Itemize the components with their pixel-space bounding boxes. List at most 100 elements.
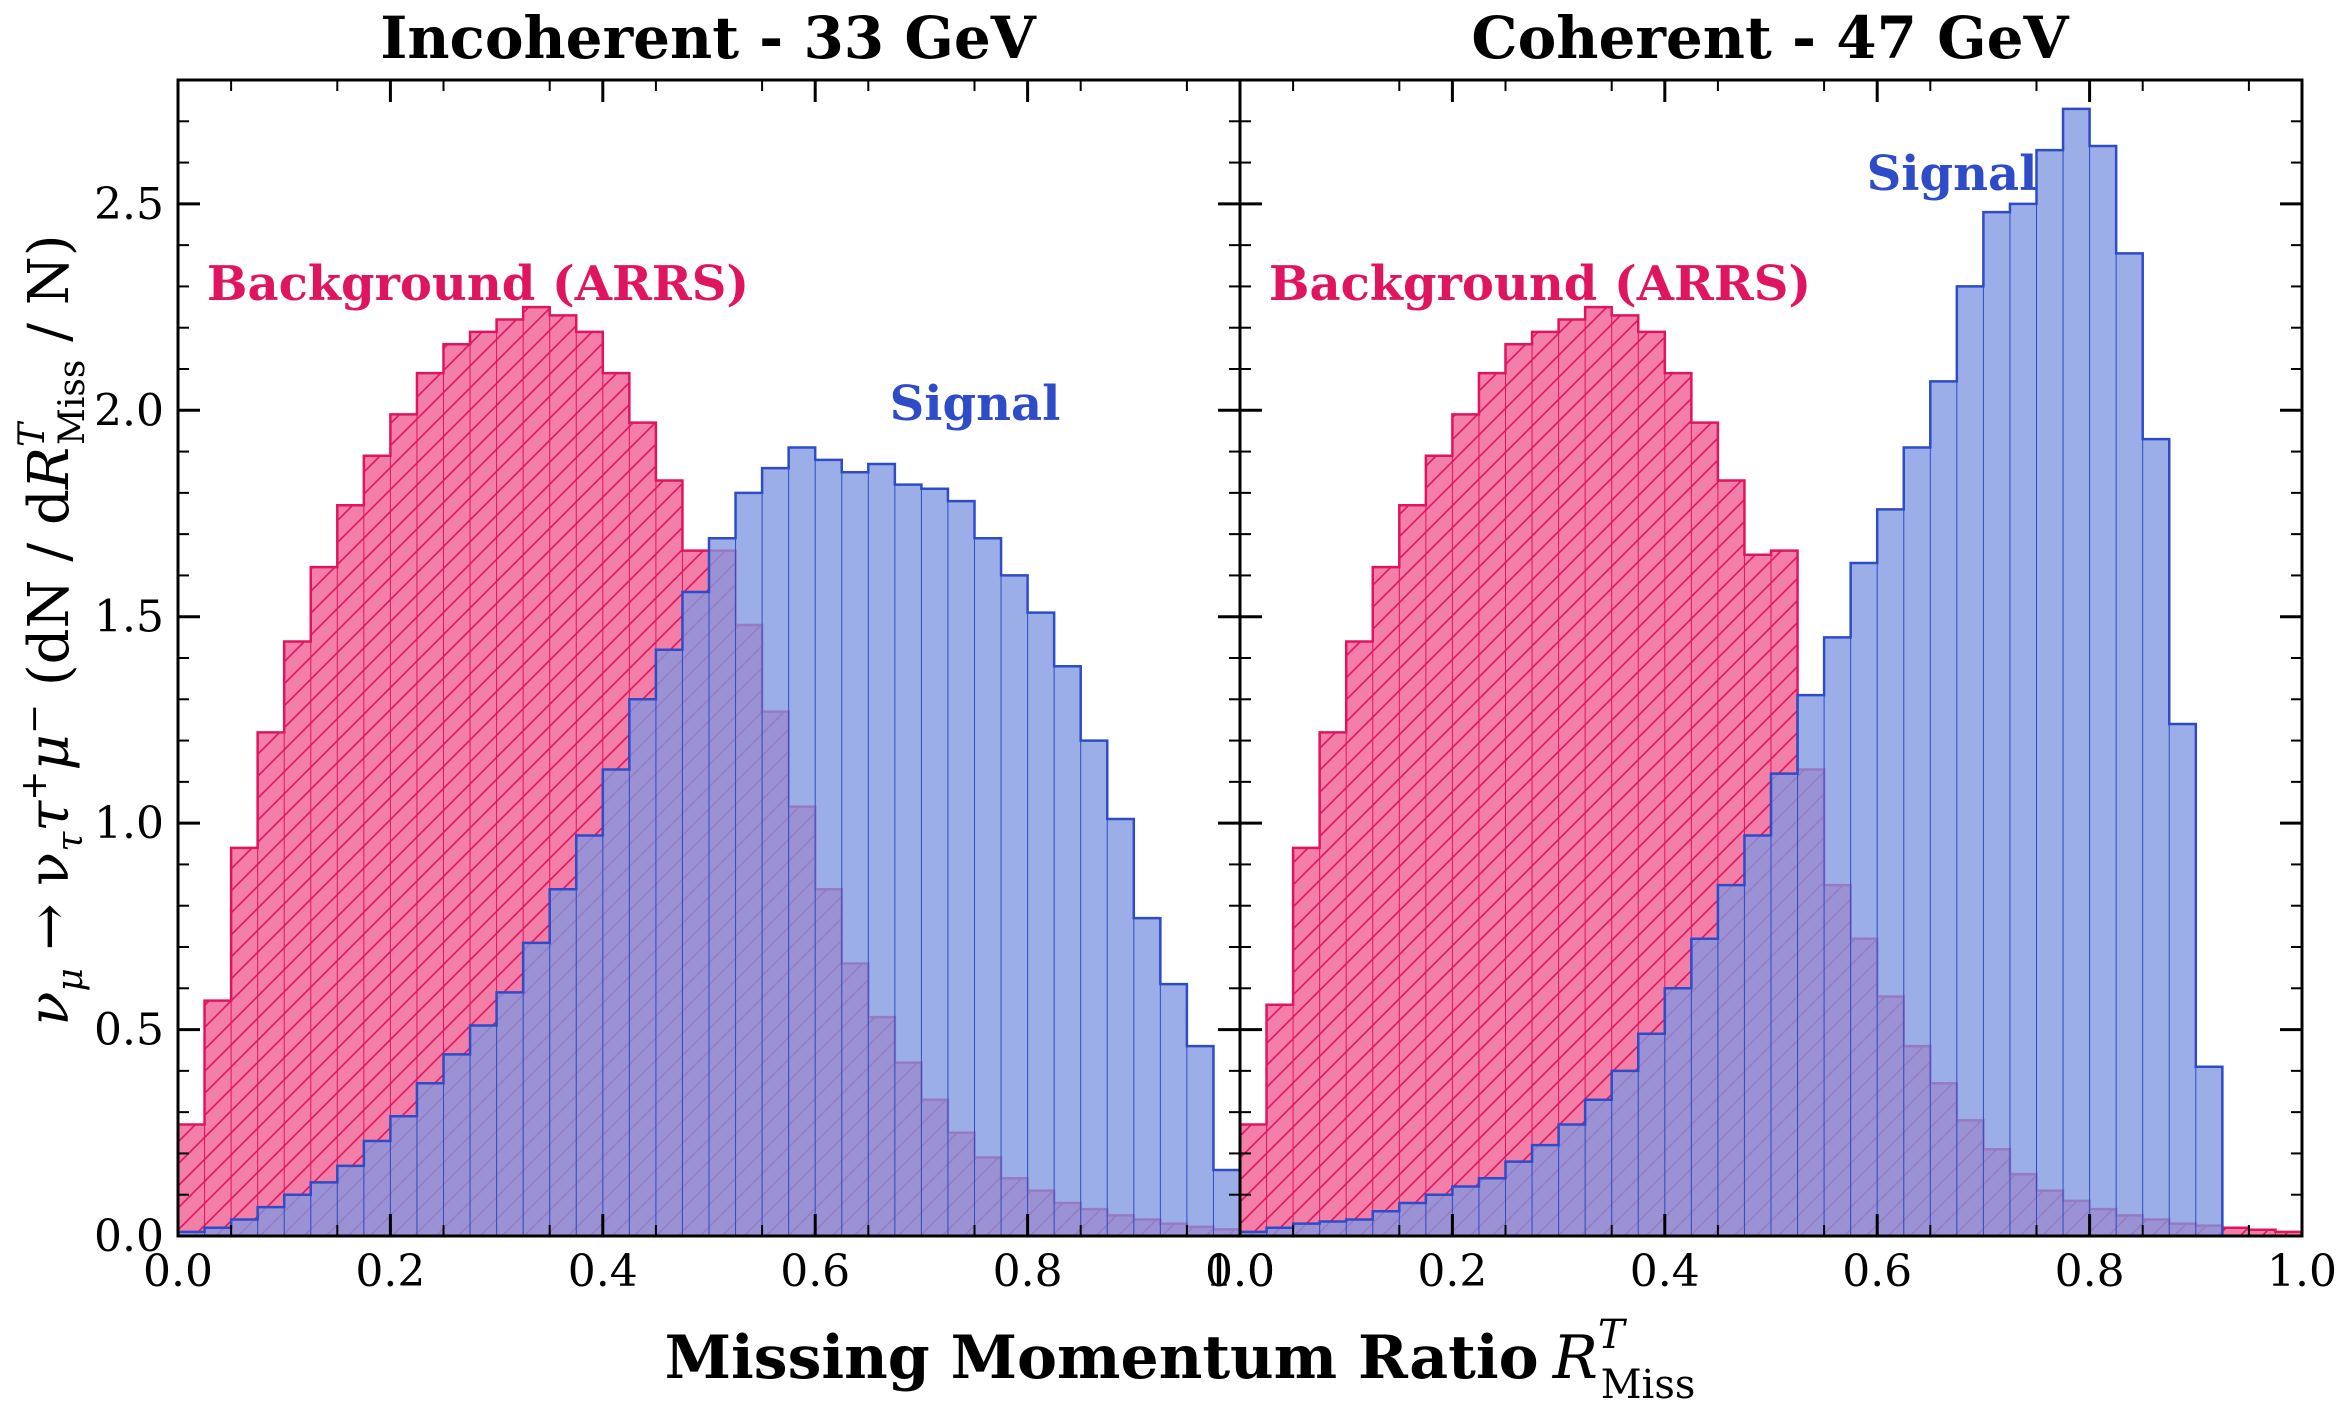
signal-bar <box>1425 1194 1453 1236</box>
panel-title-coherent: Coherent - 47 GeV <box>1471 4 2069 72</box>
signal-bar <box>841 472 869 1236</box>
signal-bar <box>974 538 1002 1236</box>
y-label-mu: μ <box>17 734 82 770</box>
y-label-close: / N) <box>17 234 82 359</box>
background-bar-hatch <box>2275 1231 2302 1236</box>
signal-bar <box>2116 253 2143 1236</box>
signal-bar <box>576 835 603 1236</box>
background-bar-hatch <box>310 567 338 1236</box>
signal-bar <box>1903 447 1931 1236</box>
background-bar-hatch <box>1293 847 1320 1236</box>
signal-bar <box>709 538 736 1236</box>
x-tick-label: 0.8 <box>2055 1246 2125 1297</box>
signal-bar <box>1850 563 1878 1236</box>
background-bar-hatch <box>231 847 258 1236</box>
signal-bar <box>1930 381 1957 1236</box>
background-bar-hatch <box>1240 1124 1267 1236</box>
signal-bar <box>2009 203 2037 1236</box>
x-tick-label: 0.4 <box>1630 1246 1700 1297</box>
signal-bar <box>1691 938 1718 1236</box>
background-bar-hatch <box>1319 732 1347 1236</box>
y-tick-label: 0.0 <box>94 1211 164 1262</box>
signal-outline <box>176 446 1242 1236</box>
series-label-background-coherent: Background (ARRS) <box>1269 256 1811 312</box>
signal-bar <box>1240 1231 1267 1236</box>
signal-bar <box>1186 1046 1214 1236</box>
background-bar-hatch <box>1346 641 1373 1236</box>
background-bar-hatch <box>1372 567 1400 1236</box>
signal-bar <box>1611 1070 1639 1236</box>
x-tick-label: 0.8 <box>993 1246 1063 1297</box>
signal-bar <box>363 1141 391 1236</box>
background-bar-hatch <box>1505 344 1533 1236</box>
x-tick-label: 1.0 <box>1205 1246 1275 1297</box>
signal-bar <box>894 484 922 1237</box>
signal-bar <box>2089 146 2117 1237</box>
y-tick-label: 1.5 <box>94 592 164 643</box>
background-bar-hatch <box>1452 414 1479 1236</box>
signal-bar <box>178 1231 205 1236</box>
signal-bar <box>1293 1223 1320 1236</box>
signal-outline <box>1238 107 2302 1238</box>
signal-bar <box>1213 1169 1240 1236</box>
y-label-open: (dN / d <box>17 489 82 704</box>
signal-bar <box>1744 835 1771 1236</box>
y-label-R-sup: T <box>12 420 53 447</box>
signal-bar <box>549 889 577 1236</box>
background-bar-hatch <box>204 1000 232 1236</box>
background-bar-hatch <box>337 505 364 1236</box>
signal-bar <box>2063 108 2090 1236</box>
signal-bar <box>1133 918 1161 1236</box>
y-tick-label: 0.5 <box>94 1005 164 1056</box>
background-bar-hatch <box>1399 505 1426 1236</box>
background-bar-hatch <box>284 641 311 1236</box>
signal-bar <box>1399 1202 1426 1236</box>
x-label-sub: Miss <box>1601 1362 1696 1408</box>
background-bar-hatch <box>363 455 391 1236</box>
signal-bar <box>443 1054 471 1236</box>
signal-bar <box>629 699 656 1236</box>
background-bar-hatch <box>1532 331 1559 1236</box>
series-label-background-incoherent: Background (ARRS) <box>207 256 749 312</box>
signal-bar <box>1797 695 1825 1236</box>
signal-bar <box>390 1116 417 1236</box>
signal-bar <box>1001 575 1028 1236</box>
signal-bar <box>284 1194 311 1236</box>
signal-bar <box>337 1165 364 1236</box>
background-bar-hatch <box>1478 373 1506 1237</box>
signal-bar <box>231 1219 258 1236</box>
signal-bar <box>762 468 789 1237</box>
x-tick-label: 0.6 <box>780 1246 850 1297</box>
signal-bar <box>602 769 630 1236</box>
signal-bar <box>1638 1033 1665 1236</box>
background-bar-hatch <box>178 1124 205 1236</box>
x-axis-label: Missing Momentum Ratio RT Miss <box>665 1312 1696 1408</box>
signal-bar <box>1877 509 1904 1236</box>
signal-bar <box>1478 1178 1506 1236</box>
x-label-sup: T <box>1598 1312 1628 1358</box>
x-tick-label: 1.0 <box>2267 1246 2336 1297</box>
y-label-arrow-nu: → ν <box>17 852 82 969</box>
x-label-R: R <box>1552 1323 1598 1393</box>
signal-bar <box>2142 439 2170 1237</box>
background-bar-hatch <box>257 732 285 1236</box>
y-label-R: R <box>17 447 82 490</box>
x-tick-label: 0.4 <box>568 1246 638 1297</box>
panel-incoherent: Background (ARRS) Signal 0.0 0.2 0.4 0.6 0.8 1.… <box>94 78 1275 1297</box>
background-bar-hatch <box>1425 455 1453 1236</box>
signal-bar <box>1027 612 1055 1236</box>
signal-bar <box>1372 1211 1400 1236</box>
signal-bar <box>1983 212 2010 1237</box>
x-tick-label: 0.0 <box>143 1246 213 1297</box>
y-label-R-sub: Miss <box>52 360 93 445</box>
signal-bar <box>868 463 895 1236</box>
x-label-text: Missing Momentum Ratio <box>665 1323 1539 1393</box>
background-bar-hatch <box>2222 1227 2249 1236</box>
signal-bar <box>1452 1186 1479 1236</box>
series-label-signal-coherent: Signal <box>1867 146 2038 202</box>
signal-bar <box>257 1207 285 1236</box>
signal-bar <box>788 447 816 1236</box>
signal-bar <box>682 591 709 1236</box>
x-tick-label: 0.2 <box>355 1246 425 1297</box>
